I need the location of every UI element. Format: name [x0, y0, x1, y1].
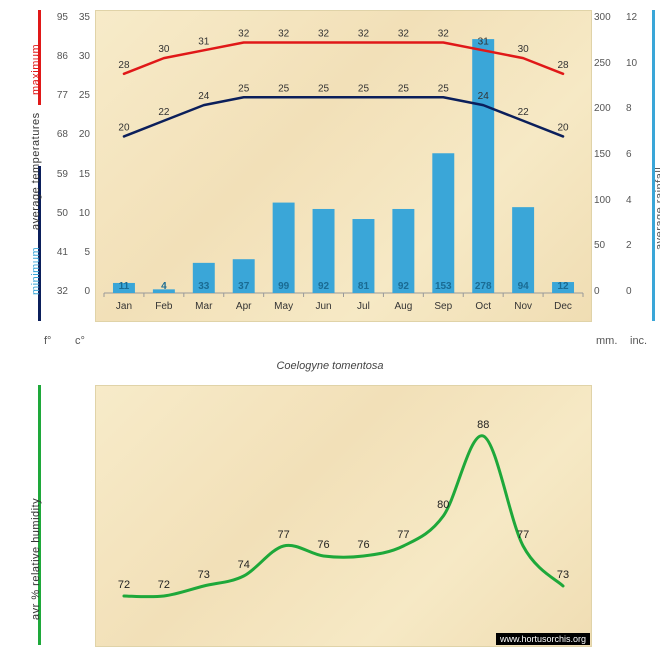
svg-text:Jun: Jun: [315, 301, 331, 312]
svg-text:25: 25: [398, 83, 410, 94]
svg-text:11: 11: [119, 281, 130, 292]
watermark: www.hortusorchis.org: [496, 633, 590, 645]
svg-text:12: 12: [557, 281, 569, 292]
svg-text:72: 72: [118, 579, 130, 591]
svg-text:72: 72: [158, 579, 170, 591]
svg-text:32: 32: [398, 28, 410, 39]
svg-text:Oct: Oct: [475, 301, 491, 312]
svg-text:24: 24: [478, 91, 490, 102]
svg-text:Mar: Mar: [195, 301, 213, 312]
svg-text:Dec: Dec: [554, 301, 572, 312]
svg-text:20: 20: [557, 122, 569, 133]
svg-text:74: 74: [238, 559, 250, 571]
label-avg-rainfall: average rainfall: [654, 167, 660, 250]
svg-text:22: 22: [518, 107, 530, 118]
svg-text:30: 30: [158, 44, 170, 55]
svg-text:22: 22: [158, 107, 170, 118]
svg-text:24: 24: [198, 91, 210, 102]
svg-text:31: 31: [478, 36, 490, 47]
svg-text:Jul: Jul: [357, 301, 370, 312]
svg-text:77: 77: [278, 529, 290, 541]
axis-inches: 024681012: [626, 10, 650, 320]
svg-text:28: 28: [557, 60, 569, 71]
svg-text:28: 28: [118, 60, 130, 71]
svg-text:25: 25: [358, 83, 370, 94]
unit-c: c°: [75, 335, 85, 347]
svg-text:278: 278: [475, 281, 492, 292]
svg-text:92: 92: [398, 281, 410, 292]
label-avg-temperatures: average temperatures: [30, 112, 42, 230]
svg-text:77: 77: [517, 529, 529, 541]
svg-text:37: 37: [238, 281, 250, 292]
svg-text:33: 33: [198, 281, 210, 292]
axis-fahrenheit: 3241505968778695: [44, 10, 68, 320]
svg-text:Aug: Aug: [394, 301, 412, 312]
svg-text:76: 76: [317, 539, 329, 551]
axis-marker-rain: [652, 10, 655, 321]
svg-text:30: 30: [518, 44, 530, 55]
svg-text:77: 77: [397, 529, 409, 541]
humidity-chart: 72 72 73 74 77 76 76 77 80 88 77 73: [95, 385, 592, 647]
svg-text:32: 32: [238, 28, 250, 39]
svg-text:32: 32: [278, 28, 290, 39]
svg-text:32: 32: [438, 28, 450, 39]
svg-text:92: 92: [318, 281, 330, 292]
svg-text:99: 99: [278, 281, 290, 292]
unit-mm: mm.: [596, 335, 617, 347]
axis-celsius: 05101520253035: [70, 10, 90, 320]
svg-text:31: 31: [198, 36, 210, 47]
svg-text:94: 94: [518, 281, 530, 292]
svg-text:76: 76: [357, 539, 369, 551]
unit-f: f°: [44, 335, 51, 347]
svg-text:88: 88: [477, 419, 489, 431]
svg-text:32: 32: [358, 28, 370, 39]
svg-text:73: 73: [198, 569, 210, 581]
label-maximum: maximum: [30, 44, 42, 95]
svg-text:25: 25: [278, 83, 290, 94]
svg-text:Jan: Jan: [116, 301, 132, 312]
svg-text:25: 25: [438, 83, 450, 94]
svg-text:81: 81: [358, 281, 370, 292]
temperature-rainfall-chart: 11 Jan 4 Feb 33 Mar 37 Apr 99 May 92 Jun 81 Jul 92 Aug 1…: [95, 10, 592, 322]
label-minimum: minimum: [30, 247, 42, 295]
svg-text:25: 25: [238, 83, 250, 94]
svg-text:4: 4: [161, 281, 167, 292]
svg-text:20: 20: [118, 122, 130, 133]
axis-mm: 050100150200250300: [594, 10, 622, 320]
svg-text:73: 73: [557, 569, 569, 581]
label-humidity: avr % relative humidity: [30, 498, 42, 620]
svg-text:25: 25: [318, 83, 330, 94]
svg-text:Feb: Feb: [155, 301, 173, 312]
svg-text:May: May: [274, 301, 293, 312]
svg-text:Nov: Nov: [514, 301, 532, 312]
species-title: Coelogyne tomentosa: [0, 360, 660, 372]
svg-text:Apr: Apr: [236, 301, 252, 312]
svg-text:80: 80: [437, 499, 449, 511]
svg-text:153: 153: [435, 281, 452, 292]
svg-text:32: 32: [318, 28, 330, 39]
unit-inc: inc.: [630, 335, 647, 347]
svg-text:Sep: Sep: [434, 301, 452, 312]
